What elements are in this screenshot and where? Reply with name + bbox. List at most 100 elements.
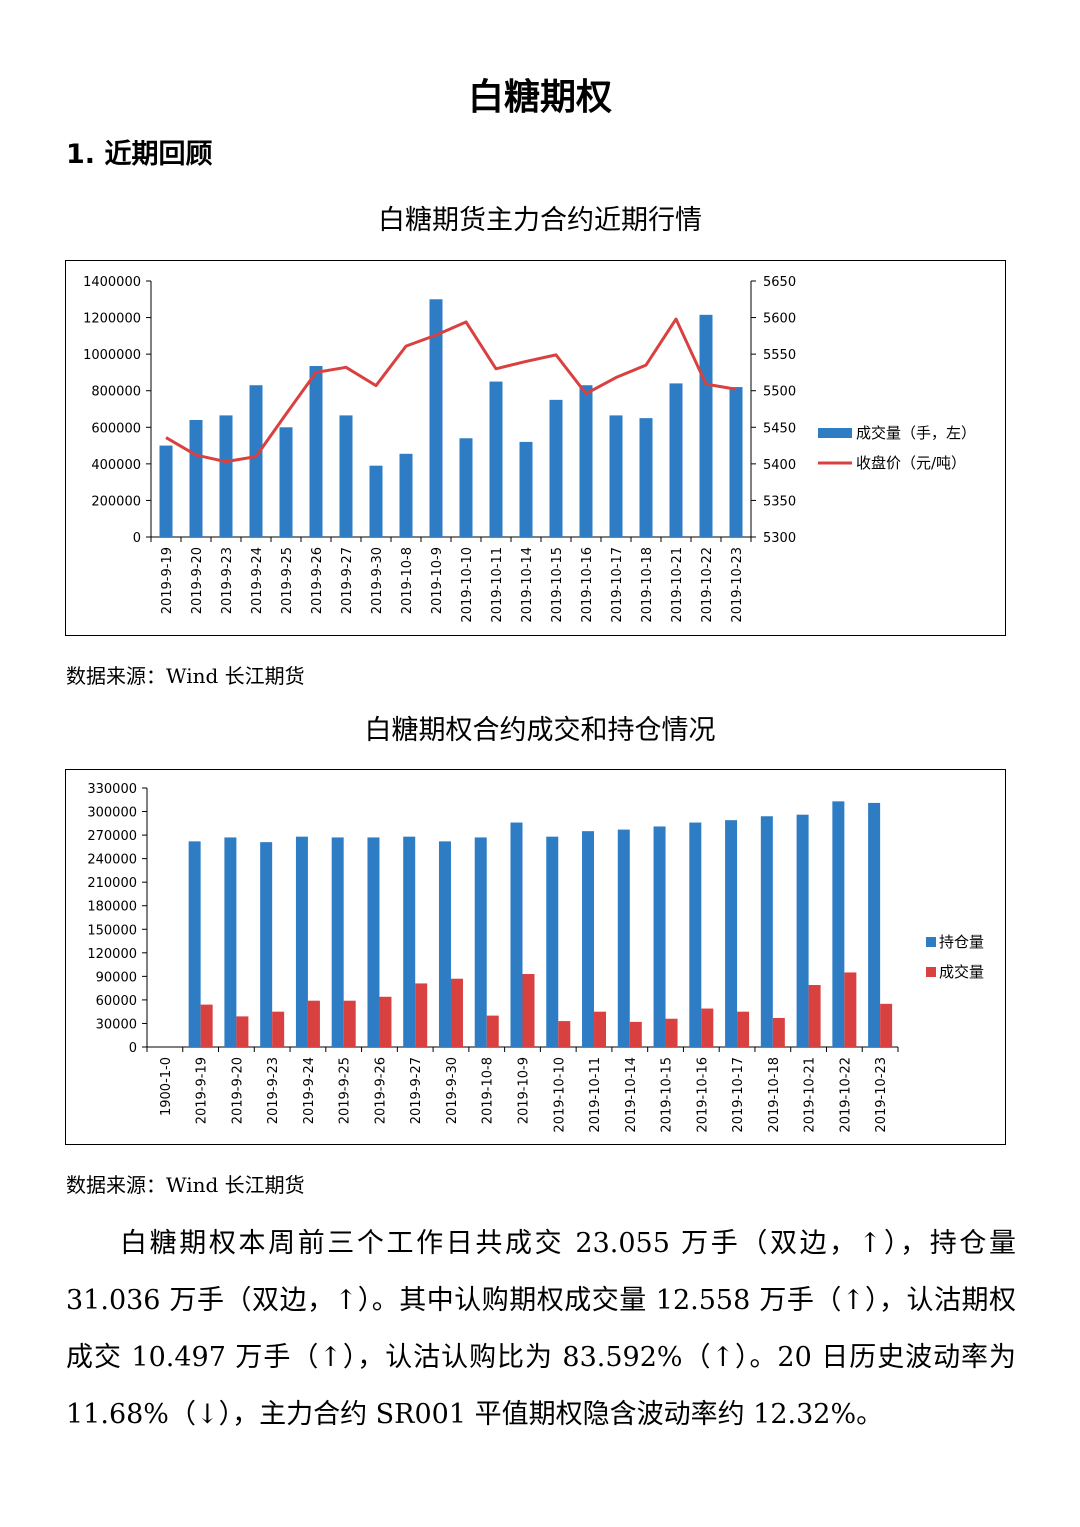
bar-volume <box>236 1016 249 1047</box>
y-tick-label: 0 <box>129 1041 137 1056</box>
x-tick-label: 2019-10-11 <box>490 547 505 623</box>
bar-open-interest <box>689 822 702 1047</box>
y-right-tick-label: 5400 <box>763 458 796 473</box>
bar-open-interest <box>188 841 201 1047</box>
y-right-tick-label: 5500 <box>763 385 796 400</box>
chart1-frame: 0 200000 400000 600000 800000 1000000 1200000 1… <box>65 260 1006 636</box>
section-heading: 1. 近期回顾 <box>66 139 213 170</box>
bar-volume <box>880 1003 893 1047</box>
bar-volume <box>379 996 392 1047</box>
chart2-title: 白糖期权合约成交和持仓情况 <box>364 715 716 746</box>
chart1-svg: 0 200000 400000 600000 800000 1000000 1200000 1… <box>83 275 976 623</box>
chart1-title: 白糖期货主力合约近期行情 <box>378 205 702 236</box>
bar-open-interest <box>295 836 308 1047</box>
x-tick-label: 2019-10-14 <box>624 1057 639 1133</box>
bar-volume <box>594 1011 607 1047</box>
legend-label-open-interest: 持仓量 <box>939 933 984 951</box>
y-left-tick-label: 0 <box>133 531 141 546</box>
bar-open-interest <box>510 822 523 1047</box>
x-tick-label: 2019-10-21 <box>803 1057 818 1133</box>
x-tick-label: 2019-10-8 <box>481 1057 496 1124</box>
bar-open-interest <box>438 841 451 1047</box>
legend-label-price: 收盘价（元/吨） <box>856 454 966 472</box>
bar-open-interest <box>474 837 487 1047</box>
chart2-source: 数据来源：Wind 长江期货 <box>66 1173 305 1197</box>
y-right-tick-label: 5450 <box>763 421 796 436</box>
x-tick-label: 2019-10-22 <box>838 1057 853 1133</box>
bar-volume <box>844 972 857 1047</box>
bar-open-interest <box>331 837 344 1047</box>
bar-volume <box>399 453 413 537</box>
y-tick-label: 120000 <box>87 947 137 962</box>
x-tick-label: 2019-9-30 <box>445 1057 460 1124</box>
bar-open-interest <box>617 829 630 1047</box>
x-tick-label: 2019-10-9 <box>430 547 445 614</box>
bar-open-interest <box>725 820 738 1047</box>
bar-volume <box>369 465 383 537</box>
x-tick-label: 2019-9-20 <box>190 547 205 614</box>
x-tick-label: 2019-10-15 <box>550 547 565 623</box>
y-left-tick-label: 1400000 <box>83 275 141 290</box>
x-tick-label: 2019-10-21 <box>670 547 685 623</box>
bar-volume <box>309 366 323 537</box>
x-tick-label: 2019-10-18 <box>640 547 655 623</box>
x-tick-label: 2019-10-23 <box>730 547 745 623</box>
y-right-tick-label: 5600 <box>763 312 796 327</box>
y-left-tick-label: 1200000 <box>83 312 141 327</box>
y-left-tick-label: 600000 <box>91 421 141 436</box>
legend-label-volume: 成交量（手，左） <box>856 424 976 442</box>
x-tick-label: 2019-9-23 <box>220 547 235 614</box>
bar-volume <box>159 445 173 537</box>
x-tick-label: 2019-9-26 <box>310 547 325 614</box>
legend-swatch-volume <box>926 967 936 977</box>
bar-volume <box>579 385 593 537</box>
body-paragraph: 白糖期权本周前三个工作日共成交 23.055 万手（双边，↑），持仓量 31.0… <box>66 1228 1016 1430</box>
bar-volume <box>249 385 263 537</box>
x-tick-label: 2019-9-24 <box>250 547 265 614</box>
y-tick-label: 240000 <box>87 853 137 868</box>
bar-volume <box>639 418 653 537</box>
legend-swatch-volume <box>818 428 852 438</box>
bar-volume <box>200 1004 213 1047</box>
bar-volume <box>272 1011 285 1047</box>
page-title: 白糖期权 <box>467 77 612 118</box>
x-tick-label: 2019-10-14 <box>520 547 535 623</box>
bar-volume <box>307 1000 320 1047</box>
chart1-source: 数据来源：Wind 长江期货 <box>66 664 305 688</box>
bar-open-interest <box>653 826 666 1047</box>
y-left-tick-label: 200000 <box>91 494 141 509</box>
x-tick-label: 2019-10-8 <box>400 547 415 614</box>
bar-volume <box>701 1008 714 1047</box>
bar-open-interest <box>796 814 809 1047</box>
bar-volume <box>279 427 293 537</box>
y-right-tick-label: 5650 <box>763 275 796 290</box>
bar-volume <box>489 381 503 537</box>
bar-open-interest <box>868 802 881 1047</box>
bar-volume <box>699 314 713 537</box>
y-tick-label: 30000 <box>96 1017 137 1032</box>
x-tick-label: 2019-10-17 <box>610 547 625 623</box>
x-tick-label: 2019-10-9 <box>517 1057 532 1124</box>
x-tick-label: 2019-9-19 <box>195 1057 210 1124</box>
y-right-tick-label: 5300 <box>763 531 796 546</box>
x-tick-label: 2019-10-22 <box>700 547 715 623</box>
x-tick-label: 2019-10-16 <box>695 1057 710 1133</box>
bar-volume <box>519 441 533 537</box>
bar-open-interest <box>582 831 595 1047</box>
x-tick-label: 2019-9-19 <box>160 547 175 614</box>
y-tick-label: 150000 <box>87 923 137 938</box>
bar-volume <box>609 415 623 537</box>
bar-volume <box>629 1021 642 1047</box>
y-tick-label: 90000 <box>96 970 137 985</box>
legend-label-volume: 成交量 <box>939 963 984 981</box>
y-tick-label: 60000 <box>96 994 137 1009</box>
bar-open-interest <box>760 816 773 1047</box>
bar-volume <box>729 387 743 537</box>
bar-volume <box>522 974 535 1047</box>
x-tick-label: 2019-9-30 <box>370 547 385 614</box>
bar-volume <box>450 978 463 1047</box>
bar-volume <box>189 419 203 537</box>
bar-open-interest <box>367 837 380 1047</box>
bar-open-interest <box>832 801 845 1047</box>
legend-swatch-open-interest <box>926 937 936 947</box>
